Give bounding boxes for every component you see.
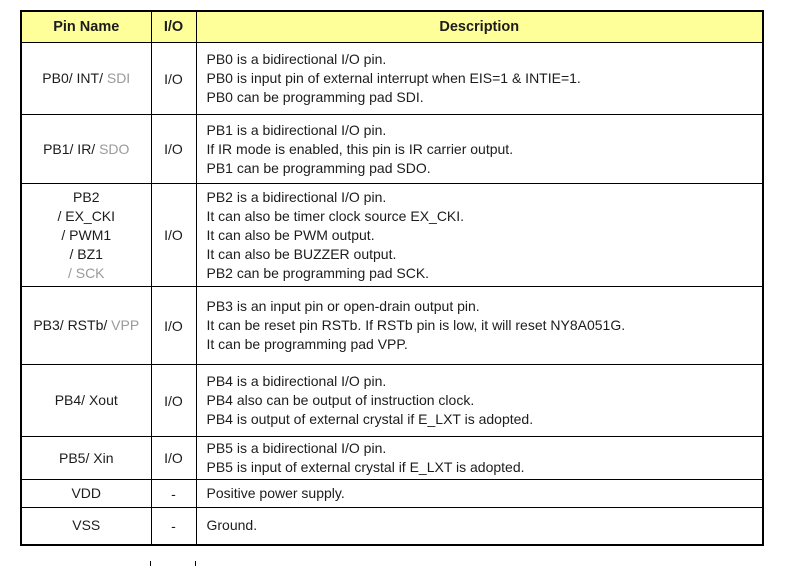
- pin-description-table: Pin Name I/O Description PB0/ INT/ SDI I/…: [20, 10, 764, 546]
- clipped-next-row-divider: [195, 561, 196, 566]
- pin-programming-pad-name: VPP: [111, 317, 140, 333]
- pin-name-cell: VSS: [20, 507, 152, 545]
- description-cell: PB1 is a bidirectional I/O pin. If IR mod…: [195, 114, 764, 184]
- pin-name-line: PB3/ RSTb/ VPP: [22, 316, 151, 335]
- pin-primary-name: PB1/ IR/: [43, 140, 100, 157]
- table-row: PB1/ IR/ SDO I/O PB1 is a bidirectional I/…: [20, 114, 764, 184]
- description-line: PB2 can be programming pad SCK.: [206, 264, 430, 281]
- pin-name-cell: PB5/ Xin: [20, 436, 152, 480]
- pin-primary-name: VDD: [71, 485, 102, 501]
- description-line: PB5 is input of external crystal if E_LX…: [206, 459, 525, 475]
- description-cell: PB4 is a bidirectional I/O pin. PB4 also …: [195, 364, 764, 437]
- column-header-description: Description: [195, 10, 764, 43]
- pin-primary-name: PB4/ Xout: [54, 392, 118, 408]
- pin-name-cell: PB1/ IR/ SDO: [20, 114, 152, 184]
- description-cell: PB0 is a bidirectional I/O pin. PB0 is in…: [195, 42, 764, 115]
- description-line: If IR mode is enabled, this pin is IR ca…: [206, 140, 514, 157]
- description-line: It can also be BUZZER output.: [206, 245, 397, 262]
- pin-name-line: PB5/ Xin: [22, 449, 151, 468]
- description-cell: Ground.: [195, 507, 764, 545]
- io-cell: -: [150, 479, 197, 508]
- description-line: PB0 is a bidirectional I/O pin.: [206, 51, 387, 67]
- description-line: It can be reset pin RSTb. If RSTb pin is…: [206, 317, 626, 333]
- pin-name-cell: PB4/ Xout: [20, 364, 152, 437]
- pin-primary-name: VSS: [72, 517, 101, 534]
- description-cell: PB2 is a bidirectional I/O pin. It can al…: [195, 183, 764, 287]
- pin-name-cell: PB3/ RSTb/ VPP: [20, 286, 152, 365]
- pin-name-line: PB0/ INT/ SDI: [22, 69, 151, 88]
- table-row: PB5/ Xin I/O PB5 is a bidirectional I/O pi…: [20, 436, 764, 480]
- table-row: VSS - Ground.: [20, 507, 764, 545]
- description-line: PB2 is a bidirectional I/O pin.: [206, 188, 387, 205]
- description-line: PB4 also can be output of instruction cl…: [206, 392, 475, 408]
- description-cell: PB3 is an input pin or open-drain output…: [195, 286, 764, 365]
- pin-programming-pad-name: SDO: [99, 140, 130, 157]
- table-row: PB2/ EX_CKI / PWM1/ BZ1/ SCK I/O PB2 is a b…: [20, 183, 764, 287]
- description-line: It can also be PWM output.: [206, 226, 375, 243]
- column-header-pin-name: Pin Name: [20, 10, 152, 43]
- pin-name-cell: PB2 / EX_CKI / PWM1 / BZ1 / SCK: [20, 183, 152, 287]
- description-line: PB1 is a bidirectional I/O pin.: [206, 121, 387, 138]
- pin-primary-name: PB0/ INT/: [42, 70, 107, 86]
- pin-programming-pad-name: / SCK: [67, 264, 105, 281]
- table-row: PB4/ Xout I/O PB4 is a bidirectional I/O p…: [20, 364, 764, 437]
- pin-name-line: PB1/ IR/ SDO: [22, 140, 151, 159]
- pin-primary-name: PB3/ RSTb/: [33, 317, 112, 333]
- io-cell: I/O: [150, 114, 197, 184]
- pin-name-line: VSS: [22, 516, 151, 535]
- table-header-row: Pin Name I/O Description: [20, 10, 764, 43]
- pin-name-line: / PWM1: [22, 226, 151, 245]
- pin-name-line: / SCK: [22, 264, 151, 283]
- description-line: PB0 can be programming pad SDI.: [206, 89, 424, 105]
- description-line: It can also be timer clock source EX_CKI…: [206, 207, 465, 224]
- io-cell: I/O: [150, 436, 197, 480]
- pin-name-cell: VDD: [20, 479, 152, 508]
- pin-name-line: / BZ1: [22, 245, 151, 264]
- io-cell: I/O: [150, 42, 197, 115]
- table-row: VDD - Positive power supply.: [20, 479, 764, 508]
- pin-name-cell: PB0/ INT/ SDI: [20, 42, 152, 115]
- description-line: Positive power supply.: [206, 485, 345, 501]
- pin-primary-name: PB2: [73, 188, 100, 205]
- io-cell: I/O: [150, 183, 197, 287]
- pin-primary-name: PB5/ Xin: [59, 449, 114, 466]
- pin-primary-name: / EX_CKI: [57, 207, 116, 224]
- pin-programming-pad-name: SDI: [106, 70, 131, 86]
- pin-name-line: PB4/ Xout: [22, 391, 151, 410]
- table-row: PB0/ INT/ SDI I/O PB0 is a bidirectional I…: [20, 42, 764, 115]
- description-line: Ground.: [206, 517, 258, 534]
- pin-name-line: VDD: [22, 484, 151, 503]
- description-line: PB3 is an input pin or open-drain output…: [206, 298, 480, 314]
- io-cell: I/O: [150, 286, 197, 365]
- description-line: It can be programming pad VPP.: [206, 336, 408, 352]
- description-line: PB0 is input pin of external interrupt w…: [206, 70, 581, 86]
- clipped-next-row-divider: [150, 561, 151, 566]
- description-line: PB5 is a bidirectional I/O pin.: [206, 440, 387, 456]
- pin-primary-name: / BZ1: [69, 245, 103, 262]
- description-line: PB1 can be programming pad SDO.: [206, 159, 431, 176]
- pin-primary-name: / PWM1: [61, 226, 112, 243]
- table-row: PB3/ RSTb/ VPP I/O PB3 is an input pin or …: [20, 286, 764, 365]
- io-cell: -: [150, 507, 197, 545]
- pin-name-line: PB2: [22, 188, 151, 207]
- description-line: PB4 is a bidirectional I/O pin.: [206, 373, 387, 389]
- pin-name-line: / EX_CKI: [22, 207, 151, 226]
- description-cell: PB5 is a bidirectional I/O pin. PB5 is in…: [195, 436, 764, 480]
- description-cell: Positive power supply.: [195, 479, 764, 508]
- column-header-io: I/O: [150, 10, 197, 43]
- description-line: PB4 is output of external crystal if E_L…: [206, 411, 534, 427]
- io-cell: I/O: [150, 364, 197, 437]
